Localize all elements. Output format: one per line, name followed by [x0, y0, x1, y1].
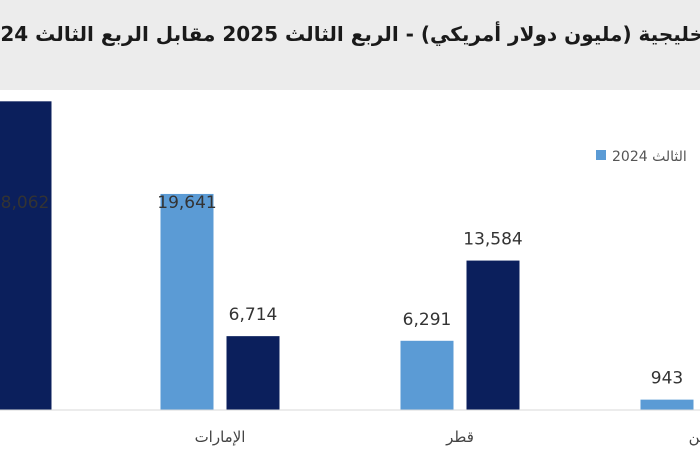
category-labels-group: الإمارات قطر رين [195, 428, 700, 446]
legend: الثالث 2024 [596, 149, 687, 165]
bar-value-label: 13,584 [463, 230, 522, 250]
bars-group [0, 101, 694, 411]
category-label: قطر [445, 428, 474, 446]
chart-title: خليجية (مليون دولار أمريكي) - الربع الثا… [0, 22, 700, 46]
bar-value-label: 6,291 [403, 310, 452, 330]
title-band: خليجية (مليون دولار أمريكي) - الربع الثا… [0, 0, 700, 90]
bar [400, 340, 454, 410]
bar-value-label: 943 [651, 369, 683, 389]
bar [0, 101, 52, 411]
bar [226, 336, 280, 410]
bar-value-label: 6,714 [229, 305, 278, 325]
legend-label: الثالث 2024 [612, 149, 687, 165]
category-label: رين [689, 428, 700, 446]
category-label: الإمارات [195, 428, 246, 446]
bar [640, 399, 694, 410]
bar-value-label: 19,641 [157, 193, 216, 213]
value-labels-group: 8,062 19,641 6,714 6,291 13,584 943 [1, 193, 684, 389]
legend-swatch [596, 150, 606, 160]
bar-value-label: 8,062 [1, 193, 50, 213]
bar [466, 260, 520, 410]
bar-chart: الثالث 2024 8,062 19,641 6,714 6,291 13,584 9… [0, 101, 700, 446]
bar [160, 193, 214, 410]
